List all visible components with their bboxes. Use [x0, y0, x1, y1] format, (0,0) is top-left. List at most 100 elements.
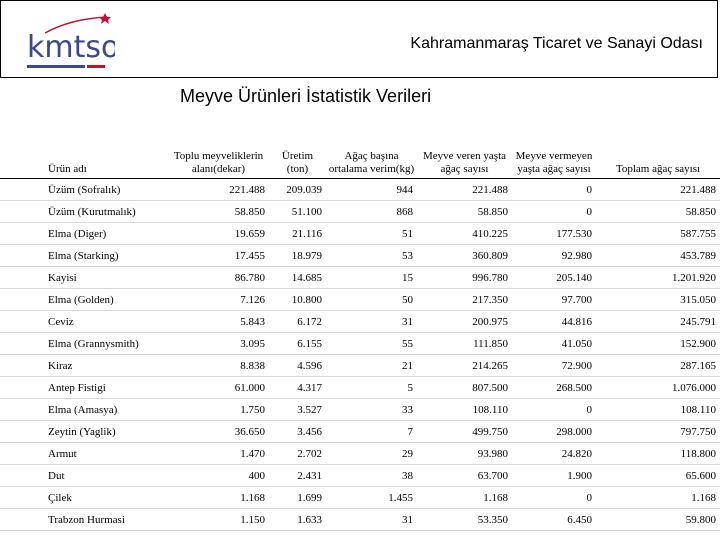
cell-total: 59.800: [596, 508, 720, 531]
table-row: Antep Fistigi 61.000 4.317 5 807.500 268…: [0, 376, 720, 399]
cell-product: Üzüm (Sofralık): [0, 178, 168, 201]
cell-nonbearing: 44.816: [512, 310, 596, 333]
cell-bearing: 53.350: [417, 508, 512, 531]
page-title: Meyve Ürünleri İstatistik Verileri: [180, 86, 432, 106]
cell-nonbearing: 298.000: [512, 420, 596, 443]
cell-bearing: 1.168: [417, 486, 512, 509]
cell-total: 58.850: [596, 200, 720, 223]
table-row: Üzüm (Kurutmalık) 58.850 51.100 868 58.8…: [0, 200, 720, 223]
cell-product: Üzüm (Kurutmalık): [0, 200, 168, 223]
cell-production: 2.702: [269, 442, 326, 465]
cell-area: 58.850: [168, 200, 269, 223]
kmtso-logo: kmtso: [27, 13, 115, 68]
cell-area: 8.838: [168, 354, 269, 377]
table-row: Armut 1.470 2.702 29 93.980 24.820 118.8…: [0, 442, 720, 465]
cell-product: Kayisi: [0, 266, 168, 289]
cell-production: 3.456: [269, 420, 326, 443]
cell-total: 118.800: [596, 442, 720, 465]
col-header-area: Toplu meyveliklerin alanı(dekar): [173, 150, 264, 175]
cell-bearing: 360.809: [417, 244, 512, 267]
cell-yield: 1.455: [326, 486, 417, 509]
col-header-nonbearing-trees: Meyve vermeyen yaşta ağaç sayısı: [515, 150, 593, 175]
cell-area: 17.455: [168, 244, 269, 267]
col-header-production: Üretim (ton): [281, 150, 314, 175]
cell-nonbearing: 0: [512, 486, 596, 509]
cell-area: 19.659: [168, 222, 269, 245]
cell-nonbearing: 0: [512, 200, 596, 223]
cell-bearing: 108.110: [417, 398, 512, 421]
cell-production: 209.039: [269, 178, 326, 201]
cell-bearing: 996.780: [417, 266, 512, 289]
cell-production: 6.172: [269, 310, 326, 333]
cell-nonbearing: 97.700: [512, 288, 596, 311]
cell-yield: 50: [326, 288, 417, 311]
cell-total: 797.750: [596, 420, 720, 443]
table-row: Elma (Amasya) 1.750 3.527 33 108.110 0 1…: [0, 398, 720, 421]
table-row: Dut 400 2.431 38 63.700 1.900 65.600: [0, 464, 720, 487]
cell-production: 4.596: [269, 354, 326, 377]
cell-total: 1.076.000: [596, 376, 720, 399]
cell-area: 1.750: [168, 398, 269, 421]
fruit-statistics-table: Ürün adı Toplu meyveliklerin alanı(dekar…: [0, 108, 720, 531]
cell-total: 453.789: [596, 244, 720, 267]
cell-area: 86.780: [168, 266, 269, 289]
table-row: Elma (Grannysmith) 3.095 6.155 55 111.85…: [0, 332, 720, 355]
cell-product: Zeytin (Yaglik): [0, 420, 168, 443]
cell-yield: 51: [326, 222, 417, 245]
cell-area: 221.488: [168, 178, 269, 201]
cell-area: 36.650: [168, 420, 269, 443]
cell-production: 4.317: [269, 376, 326, 399]
cell-nonbearing: 24.820: [512, 442, 596, 465]
cell-total: 221.488: [596, 178, 720, 201]
cell-production: 10.800: [269, 288, 326, 311]
cell-area: 7.126: [168, 288, 269, 311]
org-name: Kahramanmaraş Ticaret ve Sanayi Odası: [410, 35, 703, 52]
cell-area: 400: [168, 464, 269, 487]
cell-product: Armut: [0, 442, 168, 465]
col-header-product: Ürün adı: [48, 163, 87, 175]
cell-production: 21.116: [269, 222, 326, 245]
cell-bearing: 214.265: [417, 354, 512, 377]
cell-bearing: 111.850: [417, 332, 512, 355]
cell-nonbearing: 1.900: [512, 464, 596, 487]
cell-production: 18.979: [269, 244, 326, 267]
cell-area: 5.843: [168, 310, 269, 333]
cell-total: 1.168: [596, 486, 720, 509]
cell-yield: 868: [326, 200, 417, 223]
cell-area: 1.168: [168, 486, 269, 509]
cell-yield: 31: [326, 310, 417, 333]
cell-product: Çilek: [0, 486, 168, 509]
table-row: Ceviz 5.843 6.172 31 200.975 44.816 245.…: [0, 310, 720, 333]
table-row: Trabzon Hurmasi 1.150 1.633 31 53.350 6.…: [0, 508, 720, 531]
cell-area: 3.095: [168, 332, 269, 355]
cell-yield: 15: [326, 266, 417, 289]
table-row: Kiraz 8.838 4.596 21 214.265 72.900 287.…: [0, 354, 720, 377]
cell-production: 14.685: [269, 266, 326, 289]
cell-nonbearing: 177.530: [512, 222, 596, 245]
cell-product: Dut: [0, 464, 168, 487]
cell-nonbearing: 72.900: [512, 354, 596, 377]
cell-yield: 55: [326, 332, 417, 355]
cell-yield: 944: [326, 178, 417, 201]
cell-total: 587.755: [596, 222, 720, 245]
table-row: Zeytin (Yaglik) 36.650 3.456 7 499.750 2…: [0, 420, 720, 443]
cell-production: 3.527: [269, 398, 326, 421]
cell-yield: 31: [326, 508, 417, 531]
cell-yield: 29: [326, 442, 417, 465]
cell-total: 65.600: [596, 464, 720, 487]
table-header-row: Ürün adı Toplu meyveliklerin alanı(dekar…: [0, 108, 720, 179]
cell-nonbearing: 6.450: [512, 508, 596, 531]
header-bar: kmtso Kahramanmaraş Ticaret ve Sanayi Od…: [0, 0, 718, 78]
cell-yield: 53: [326, 244, 417, 267]
cell-bearing: 410.225: [417, 222, 512, 245]
cell-total: 245.791: [596, 310, 720, 333]
cell-product: Antep Fistigi: [0, 376, 168, 399]
cell-yield: 7: [326, 420, 417, 443]
cell-production: 1.633: [269, 508, 326, 531]
cell-total: 315.050: [596, 288, 720, 311]
cell-yield: 21: [326, 354, 417, 377]
cell-bearing: 200.975: [417, 310, 512, 333]
statistics-table-container: Ürün adı Toplu meyveliklerin alanı(dekar…: [0, 108, 720, 531]
cell-bearing: 63.700: [417, 464, 512, 487]
table-row: Elma (Golden) 7.126 10.800 50 217.350 97…: [0, 288, 720, 311]
